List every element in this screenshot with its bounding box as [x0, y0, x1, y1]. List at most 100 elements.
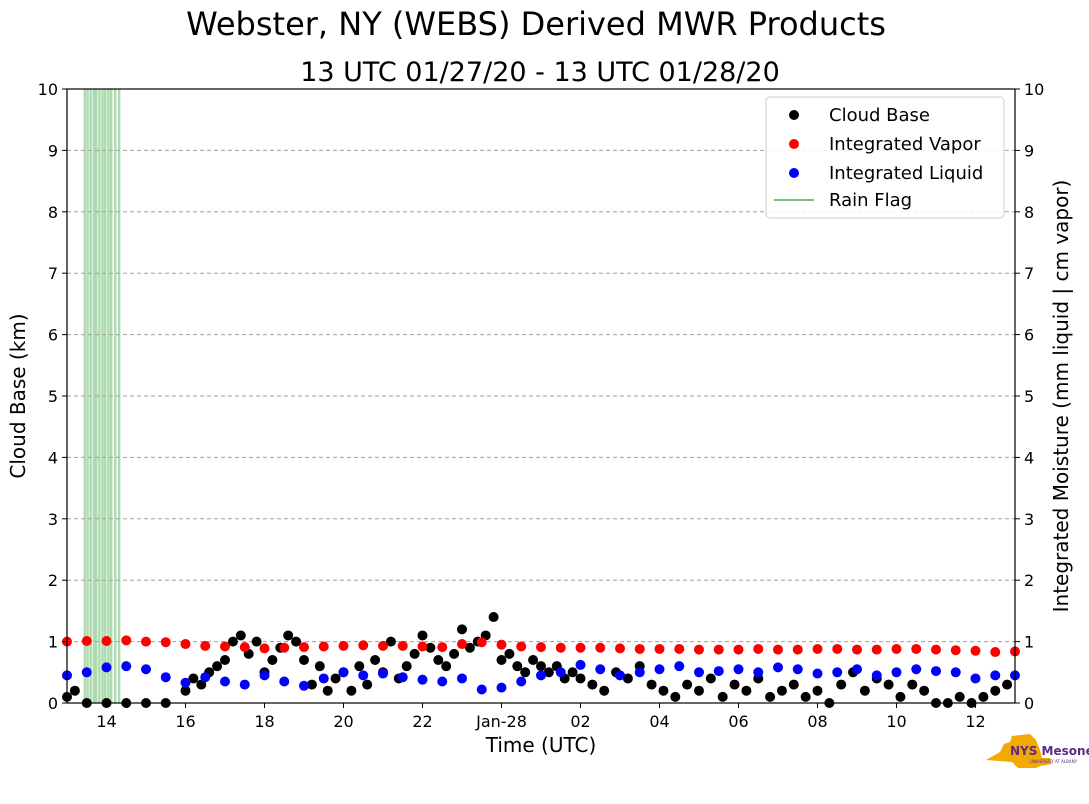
integrated-liquid-point-19 [437, 676, 448, 687]
cloud-base-point-14 [235, 630, 246, 641]
cloud-base-point-16 [251, 636, 262, 647]
x-tick-label-14: 14 [96, 712, 116, 731]
integrated-liquid-point-41 [871, 670, 882, 681]
integrated-liquid-point-4 [141, 664, 151, 675]
integrated-vapor-point-7 [200, 640, 211, 651]
integrated-vapor-point-20 [457, 639, 467, 650]
integrated-vapor-point-17 [397, 640, 408, 651]
integrated-liquid-point-47 [990, 670, 1001, 681]
x-axis-label: Time (UTC) [485, 733, 597, 757]
cloud-base-point-31 [370, 655, 381, 666]
cloud-base-point-59 [599, 685, 610, 696]
integrated-liquid-point-39 [832, 667, 843, 678]
integrated-liquid-point-18 [417, 674, 428, 685]
integrated-vapor-point-8 [220, 641, 230, 652]
integrated-vapor-point-16 [378, 640, 388, 651]
integrated-liquid-point-34 [733, 664, 744, 675]
cloud-base-point-53 [543, 667, 554, 678]
integrated-liquid-point-11 [279, 676, 290, 687]
integrated-vapor-point-30 [654, 643, 665, 654]
cloud-base-point-68 [705, 673, 716, 684]
cloud-base-point-46 [488, 612, 499, 623]
integrated-liquid-point-24 [536, 670, 546, 681]
integrated-liquid-point-46 [970, 673, 981, 684]
cloud-base-point-64 [658, 685, 669, 696]
y-tick-label-right-9: 9 [1024, 141, 1034, 160]
legend-label-rain-flag: Rain Flag [829, 190, 912, 211]
integrated-vapor-point-27 [595, 642, 606, 653]
integrated-liquid-point-32 [694, 667, 704, 678]
integrated-liquid-point-45 [950, 667, 961, 678]
integrated-liquid-point-43 [911, 664, 922, 675]
cloud-base-point-20 [283, 630, 294, 641]
cloud-base-point-71 [741, 685, 752, 696]
integrated-vapor-point-3 [121, 635, 132, 646]
integrated-vapor-point-14 [338, 640, 349, 651]
integrated-vapor-point-39 [832, 643, 843, 654]
integrated-vapor-point-47 [990, 647, 1001, 658]
y-tick-label-left-4: 4 [48, 448, 58, 467]
logo-subtext: UNIVERSITY AT ALBANY [1030, 759, 1078, 764]
cloud-base-point-35 [401, 661, 412, 672]
cloud-base-point-23 [306, 679, 317, 690]
y-tick-label-left-8: 8 [48, 203, 58, 222]
cloud-base-point-13 [227, 636, 238, 647]
cloud-base-point-58 [587, 679, 598, 690]
integrated-vapor-point-45 [950, 645, 961, 656]
legend-label-integrated-liquid: Integrated Liquid [829, 163, 983, 184]
legend-marker-cloud-base [789, 110, 799, 120]
cloud-base-point-9 [196, 679, 207, 690]
integrated-liquid-point-23 [516, 676, 527, 687]
x-tick-label-08: 08 [807, 712, 827, 731]
integrated-liquid-point-31 [674, 661, 685, 672]
series-integrated-liquid [62, 659, 1020, 695]
y-axis-label-left: Cloud Base (km) [6, 313, 30, 478]
x-tick-label-18: 18 [254, 712, 274, 731]
y-tick-label-left-7: 7 [48, 264, 58, 283]
integrated-vapor-point-28 [615, 643, 625, 654]
cloud-base-point-57 [575, 673, 586, 684]
integrated-vapor-point-1 [81, 635, 92, 646]
cloud-base-point-56 [567, 667, 578, 678]
series-integrated-vapor [62, 635, 1020, 658]
x-tick-label-16: 16 [175, 712, 195, 731]
integrated-liquid-point-15 [358, 670, 369, 681]
nys-mesonet-logo: NYS Mesonet UNIVERSITY AT ALBANY [986, 734, 1089, 768]
integrated-liquid-point-14 [338, 667, 349, 678]
integrated-vapor-point-43 [911, 643, 922, 654]
x-tick-label-Jan-28: Jan-28 [475, 712, 527, 731]
integrated-vapor-point-12 [299, 642, 309, 653]
series-layer [62, 612, 1020, 708]
integrated-liquid-point-42 [891, 667, 902, 678]
integrated-liquid-point-17 [397, 672, 408, 683]
cloud-base-point-85 [907, 679, 918, 690]
cloud-base-point-28 [346, 685, 357, 696]
cloud-base-point-18 [267, 655, 278, 666]
series-cloud-base [62, 612, 1013, 708]
y-tick-label-right-0: 0 [1024, 694, 1034, 713]
x-tick-label-10: 10 [886, 712, 906, 731]
integrated-vapor-point-23 [516, 641, 527, 652]
integrated-liquid-point-9 [239, 679, 250, 690]
cloud-base-point-24 [314, 661, 325, 672]
y-tick-label-left-6: 6 [48, 326, 58, 345]
integrated-liquid-point-22 [496, 682, 507, 693]
integrated-vapor-point-6 [180, 639, 191, 650]
y-tick-label-left-1: 1 [48, 633, 58, 652]
integrated-liquid-point-8 [220, 676, 230, 687]
integrated-vapor-point-24 [536, 642, 546, 653]
cloud-base-point-61 [622, 673, 633, 684]
cloud-base-point-47 [496, 655, 507, 666]
cloud-base-point-11 [212, 661, 223, 672]
cloud-base-point-67 [694, 685, 704, 696]
integrated-vapor-point-15 [358, 640, 369, 651]
integrated-liquid-point-40 [852, 664, 862, 675]
legend-label-cloud-base: Cloud Base [829, 105, 930, 126]
y-tick-label-right-5: 5 [1024, 387, 1034, 406]
integrated-liquid-point-3 [121, 661, 132, 672]
integrated-vapor-point-36 [773, 644, 783, 655]
cloud-base-point-12 [220, 655, 230, 666]
cloud-base-point-84 [895, 691, 906, 702]
integrated-vapor-point-25 [555, 642, 566, 653]
